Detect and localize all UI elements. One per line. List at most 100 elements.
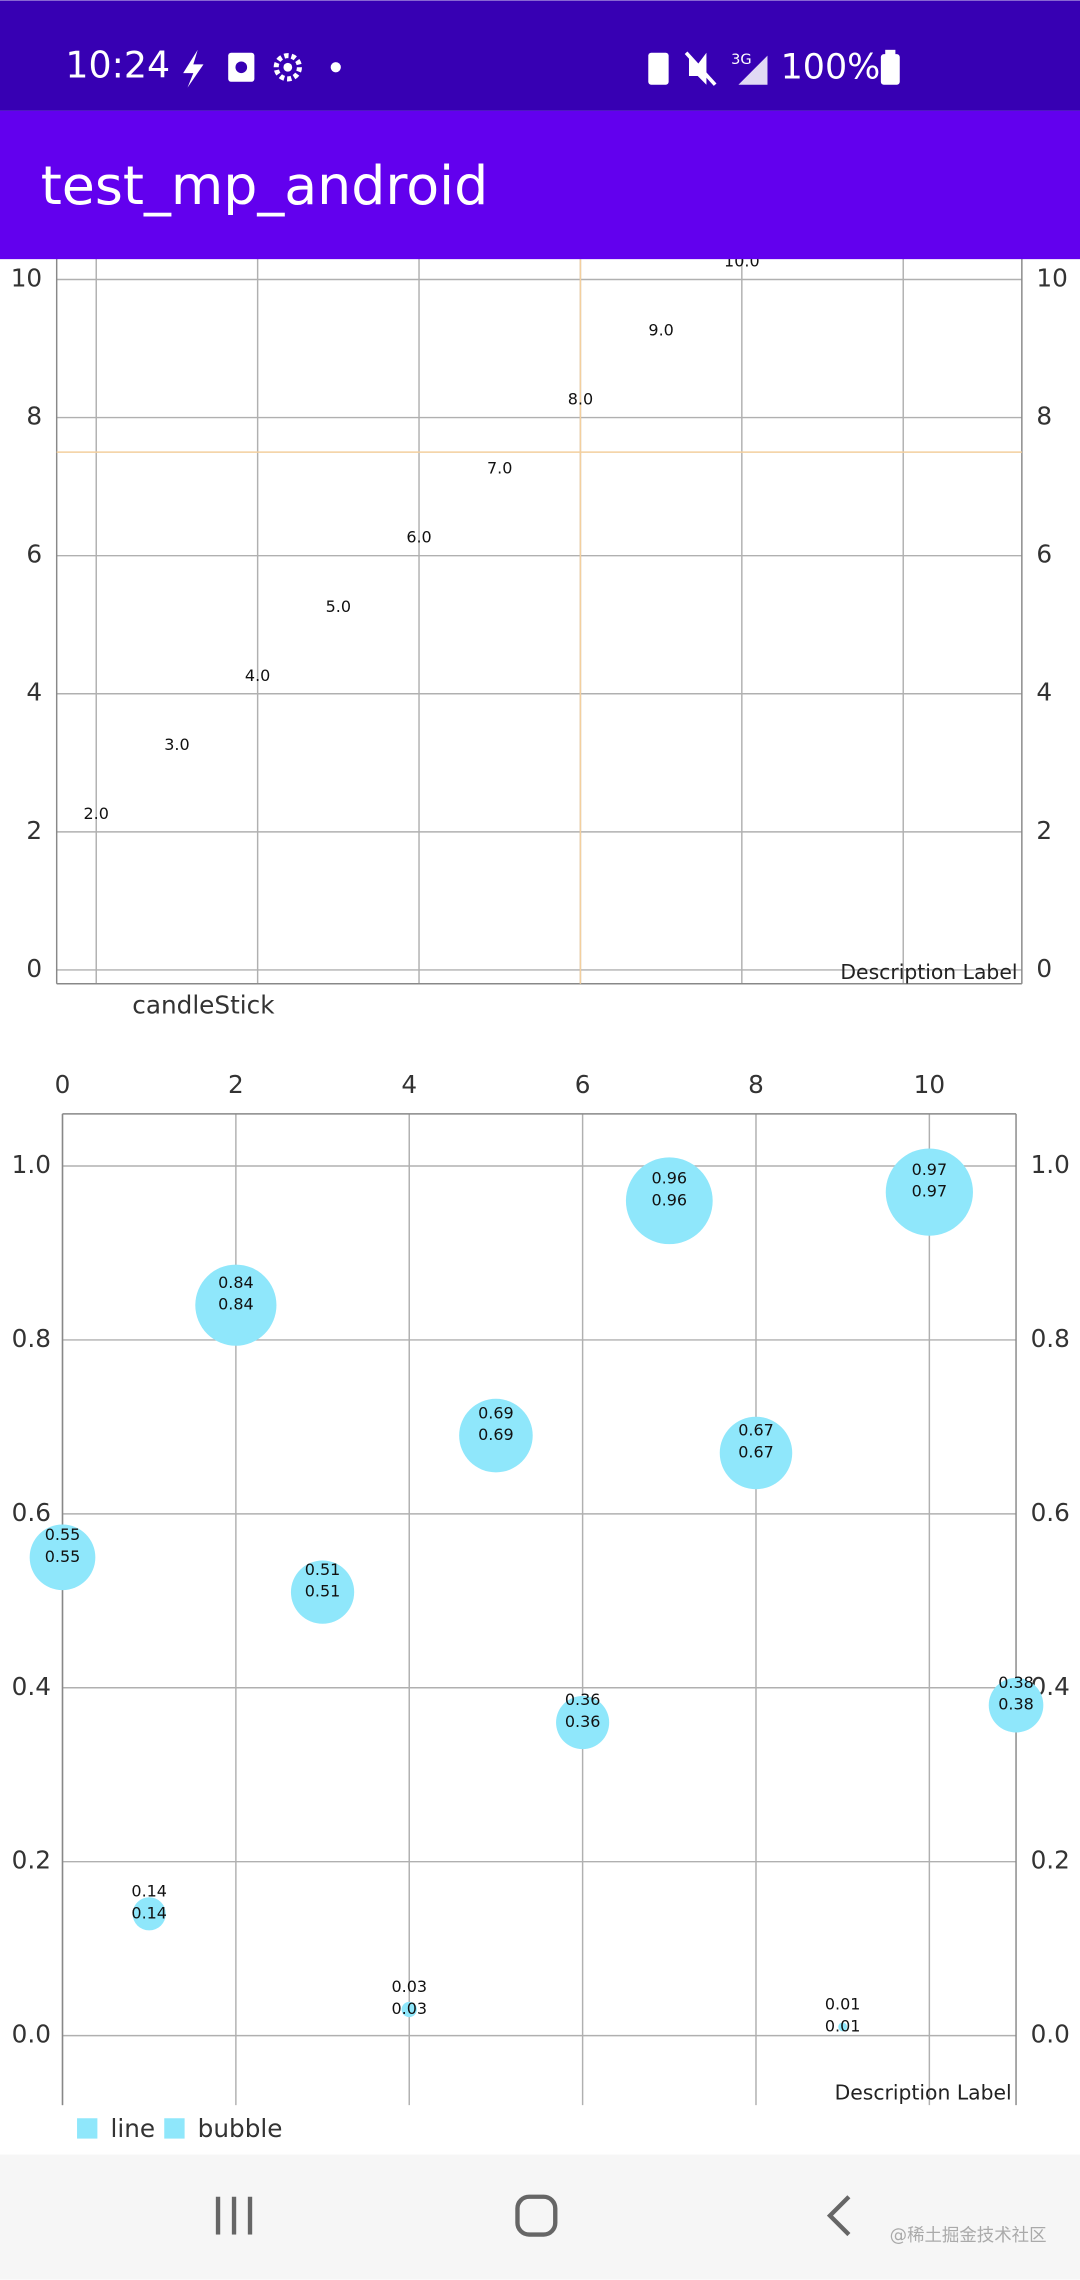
status-bar bbox=[0, 0, 1080, 111]
mute-slash bbox=[684, 51, 717, 86]
y2-tick-label: 6 bbox=[1036, 540, 1052, 569]
value-label: 0.55 bbox=[45, 1547, 81, 1566]
battery-icon bbox=[880, 54, 900, 85]
y2-tick-label: 8 bbox=[1036, 402, 1052, 431]
bubble bbox=[195, 1264, 277, 1346]
value-label: 0.03 bbox=[391, 1977, 427, 1996]
x-tick-label: 4 bbox=[401, 1070, 417, 1099]
value-label: 3.0 bbox=[164, 735, 189, 754]
value-label: 5.0 bbox=[326, 597, 351, 616]
x-tick-label: 10 bbox=[914, 1070, 945, 1099]
bubble bbox=[556, 1695, 610, 1750]
network-type: 3G bbox=[731, 52, 751, 68]
y-tick-label: 10 bbox=[11, 263, 42, 292]
y-tick-label: 0 bbox=[26, 954, 42, 983]
y-tick-label: 4 bbox=[26, 678, 42, 707]
y-tick-label: 1.0 bbox=[12, 1150, 51, 1179]
value-label: 9.0 bbox=[648, 321, 673, 340]
bubble bbox=[290, 1560, 355, 1624]
value-label: 8.0 bbox=[568, 390, 593, 409]
bubble bbox=[29, 1524, 96, 1591]
value-label: 0.38 bbox=[998, 1695, 1034, 1714]
value-label: 0.69 bbox=[478, 1425, 514, 1444]
value-label: 0.14 bbox=[131, 1903, 167, 1922]
y-tick-label: 8 bbox=[26, 402, 42, 431]
x-tick-label: 6 bbox=[575, 1070, 591, 1099]
y-tick-label: 6 bbox=[26, 540, 42, 569]
settings-icon-center bbox=[283, 62, 293, 72]
recents-button[interactable] bbox=[215, 2196, 253, 2235]
battery-tip bbox=[885, 49, 896, 56]
candle-point bbox=[176, 762, 177, 763]
value-label: 4.0 bbox=[245, 666, 270, 685]
legend-swatch bbox=[164, 2118, 185, 2139]
back-button[interactable] bbox=[826, 2195, 851, 2237]
value-label: 0.84 bbox=[218, 1295, 254, 1314]
bubble bbox=[459, 1398, 533, 1473]
x-tick-label: 2 bbox=[228, 1070, 244, 1099]
bubble bbox=[719, 1416, 793, 1490]
value-label: 0.67 bbox=[738, 1442, 774, 1461]
value-label: 0.96 bbox=[652, 1168, 688, 1187]
value-label: 0.69 bbox=[478, 1403, 514, 1422]
y-tick-label: 0.6 bbox=[12, 1498, 51, 1527]
y-tick-label: 0.0 bbox=[12, 2020, 51, 2049]
candle-point bbox=[499, 486, 500, 487]
value-label: 0.84 bbox=[218, 1273, 254, 1292]
y2-tick-label: 0 bbox=[1036, 954, 1052, 983]
app-icon-dot bbox=[235, 61, 248, 74]
watermark: @稀土掘金技术社区 bbox=[890, 2226, 1047, 2246]
charts: 0 2 4 6 8 10 0 2 4 6 8 10 2.0 3.0 4.0 5.0 6.0 7.0 8.0 9.0 10… bbox=[11, 252, 1070, 2143]
y-tick-label: 0.8 bbox=[12, 1324, 51, 1353]
description: Description Label bbox=[840, 960, 1017, 984]
value-label: 0.51 bbox=[305, 1560, 341, 1579]
value-label: 6.0 bbox=[406, 528, 431, 547]
y2-tick-label: 2 bbox=[1036, 816, 1052, 845]
x-tick-label: 8 bbox=[748, 1070, 764, 1099]
clock: 10:24 bbox=[65, 43, 170, 86]
y-tick-label: 0.4 bbox=[12, 1672, 51, 1701]
y2-tick-label: 0.0 bbox=[1031, 2020, 1070, 2049]
value-label: 0.97 bbox=[912, 1160, 948, 1179]
value-label: 0.67 bbox=[738, 1421, 774, 1440]
y2-tick-label: 0.8 bbox=[1031, 1324, 1070, 1353]
bubble bbox=[401, 2001, 417, 2018]
navigation-bar bbox=[0, 2154, 1080, 2280]
value-label: 0.03 bbox=[391, 1999, 427, 2018]
bubble bbox=[885, 1148, 973, 1236]
y-tick-label: 2 bbox=[26, 816, 42, 845]
value-label: 2.0 bbox=[84, 804, 109, 823]
legend-label: bubble bbox=[198, 2114, 283, 2143]
notification-dot bbox=[330, 62, 341, 73]
signal-icon bbox=[738, 55, 768, 85]
value-label: 0.01 bbox=[825, 1995, 861, 2014]
battery-saver-icon bbox=[648, 52, 669, 85]
app-bar bbox=[0, 110, 1080, 260]
bubble bbox=[132, 1897, 166, 1931]
flash-icon bbox=[183, 49, 204, 88]
y2-tick-label: 0.2 bbox=[1031, 1846, 1070, 1875]
y2-tick-label: 0.6 bbox=[1031, 1498, 1070, 1527]
value-label: 0.36 bbox=[565, 1690, 601, 1709]
value-label: 0.97 bbox=[912, 1182, 948, 1201]
value-label: 0.96 bbox=[652, 1190, 688, 1209]
y2-tick-label: 10 bbox=[1036, 263, 1067, 292]
value-label: 0.14 bbox=[131, 1882, 167, 1901]
value-label: 0.38 bbox=[998, 1673, 1034, 1692]
legend-label: line bbox=[110, 2114, 155, 2143]
description: Description Label bbox=[835, 2081, 1012, 2105]
app-title: test_mp_android bbox=[41, 154, 489, 217]
bubble bbox=[625, 1157, 713, 1245]
y-tick-label: 0.2 bbox=[12, 1846, 51, 1875]
value-label: 0.36 bbox=[565, 1712, 601, 1731]
value-label: 0.51 bbox=[305, 1582, 341, 1601]
x-tick-label: 0 bbox=[55, 1070, 71, 1099]
home-button[interactable] bbox=[515, 2194, 558, 2237]
legend-swatch bbox=[77, 2118, 98, 2139]
value-label: 0.01 bbox=[825, 2016, 861, 2035]
candle-point bbox=[338, 624, 339, 625]
value-label: 7.0 bbox=[487, 459, 512, 478]
y2-tick-label: 1.0 bbox=[1031, 1150, 1070, 1179]
bubble bbox=[838, 2022, 848, 2032]
